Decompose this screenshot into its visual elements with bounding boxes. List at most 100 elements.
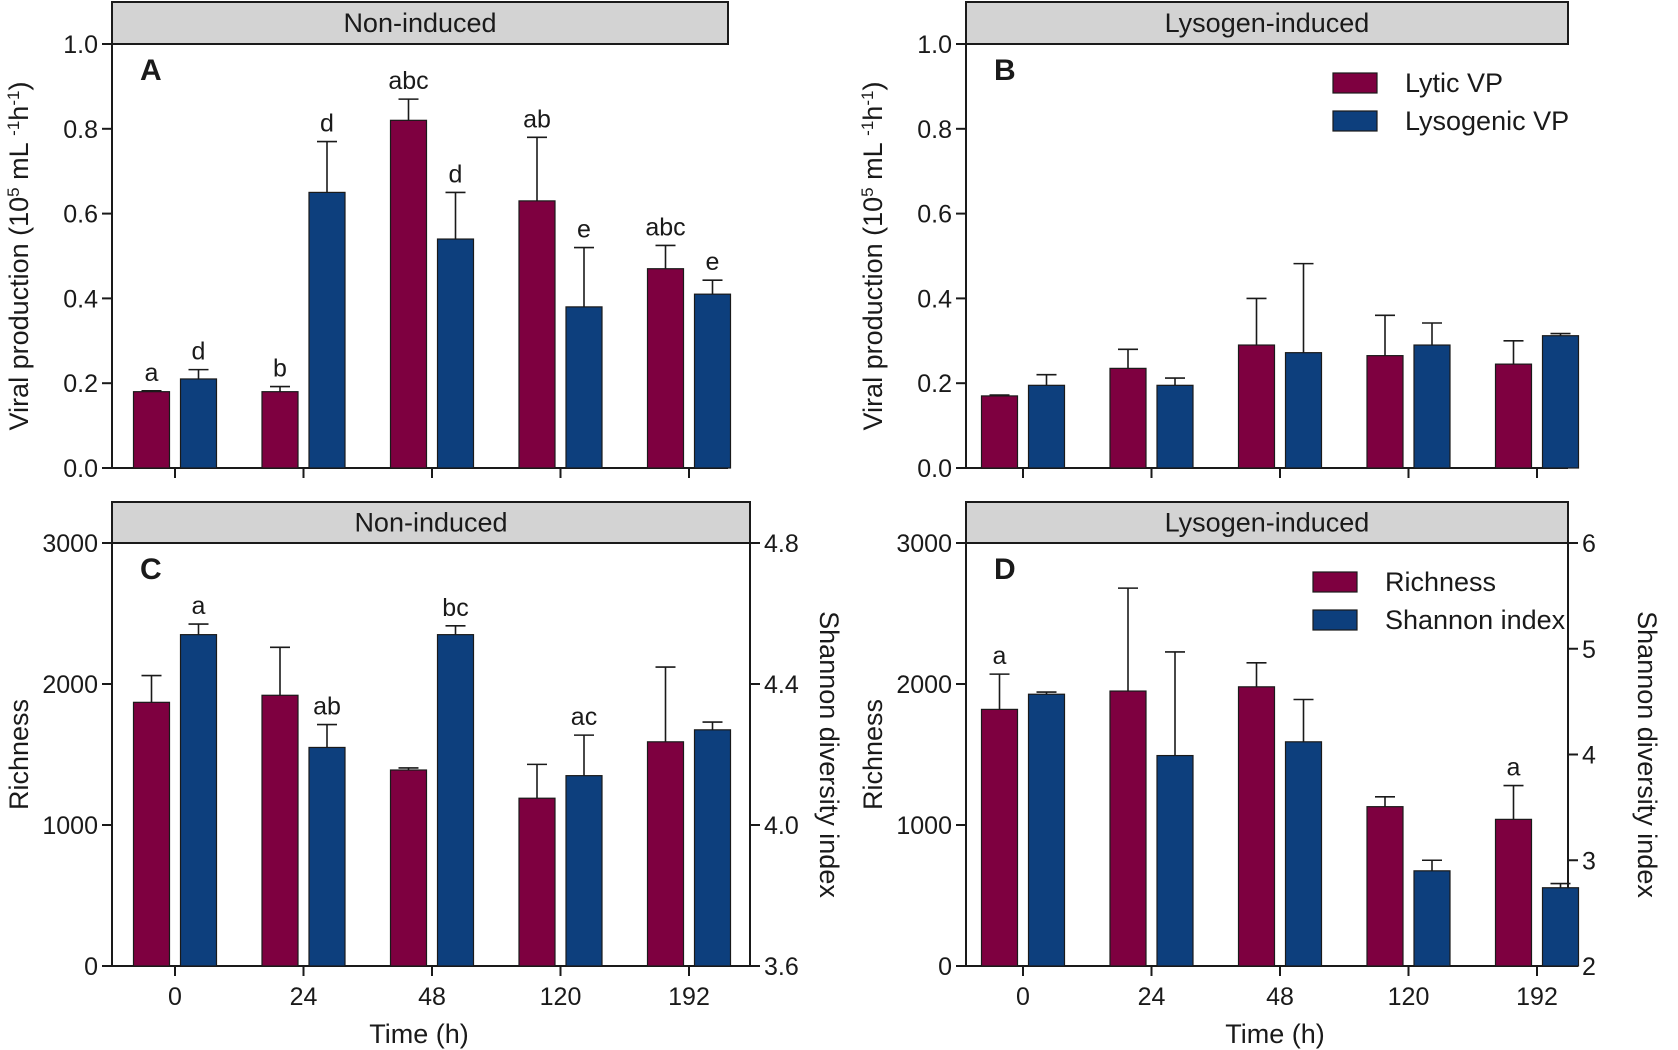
y-tick-label-right: 4.0 <box>764 812 799 840</box>
legend-swatch <box>1312 609 1358 631</box>
bar <box>1027 693 1066 967</box>
legend-swatch <box>1312 571 1358 593</box>
y-tick-label: 0.4 <box>63 285 98 313</box>
x-tick-label: 0 <box>168 983 182 1011</box>
x-axis-title: Time (h) <box>1225 1019 1325 1049</box>
panel-letter: D <box>994 553 1016 586</box>
bar <box>389 119 428 469</box>
significance-letter: e <box>706 248 720 276</box>
bar <box>693 729 732 967</box>
significance-letter: ab <box>313 693 341 721</box>
y-axis-title-part: -1 <box>858 121 877 136</box>
significance-letter: d <box>192 338 206 366</box>
legend-label: Lytic VP <box>1405 68 1503 98</box>
y-tick-label: 0 <box>938 953 952 981</box>
y-tick-label: 3000 <box>42 530 98 558</box>
bar <box>132 701 171 967</box>
x-tick-label: 120 <box>540 983 582 1011</box>
y-tick-label: 1000 <box>42 812 98 840</box>
bar <box>1237 686 1276 967</box>
bar <box>1413 344 1451 469</box>
x-tick-label: 192 <box>1516 983 1558 1011</box>
y-axis-title-part: h <box>858 106 888 121</box>
bar <box>1541 335 1580 469</box>
panel-letter: A <box>140 54 162 87</box>
panel-b: Lysogen-induced 0.0 0.2 0.4 0.6 0.8 1.0 Viral p… <box>858 1 1580 483</box>
bar <box>1109 367 1147 469</box>
significance-letter: d <box>449 160 463 188</box>
y-tick-label: 0 <box>84 953 98 981</box>
x-axis-title: Time (h) <box>369 1019 469 1049</box>
bar <box>436 238 475 469</box>
strip-title: Non-induced <box>354 508 507 538</box>
y-tick-label: 0.8 <box>63 116 98 144</box>
significance-letter: d <box>320 110 334 138</box>
bar <box>1156 384 1194 469</box>
bar <box>1027 384 1066 469</box>
bar <box>565 775 603 967</box>
y-tick-label: 0.2 <box>63 370 98 398</box>
bar <box>132 391 171 469</box>
x-tick-label: 48 <box>1266 983 1294 1011</box>
y-tick-label: 3000 <box>896 530 952 558</box>
y-tick-label-right: 4.8 <box>764 530 799 558</box>
bar <box>1237 344 1276 469</box>
strip-title: Non-induced <box>343 8 496 38</box>
significance-letter: bc <box>442 594 468 622</box>
legend-swatch <box>1332 72 1378 94</box>
y-tick-label: 0.2 <box>917 370 952 398</box>
bar <box>308 746 346 967</box>
significance-letter: abc <box>388 67 428 95</box>
y-axis-title-part: mL <box>858 136 888 188</box>
legend-swatch <box>1332 110 1378 132</box>
y-tick-label-right: 2 <box>1582 953 1596 981</box>
significance-letter: a <box>192 592 206 620</box>
significance-letter: b <box>273 355 287 383</box>
x-tick-label: 24 <box>1138 983 1166 1011</box>
y-tick-label-right: 6 <box>1582 530 1596 558</box>
significance-letter: e <box>577 216 591 244</box>
bar <box>980 708 1019 967</box>
y-axis-title: Richness <box>858 699 888 810</box>
strip-header <box>965 501 1569 544</box>
y-axis-title-part: mL <box>4 136 34 188</box>
bar <box>518 797 556 967</box>
bar <box>389 769 428 967</box>
y-tick-label: 0.0 <box>63 455 98 483</box>
bar <box>179 634 218 967</box>
y-tick-label: 2000 <box>896 671 952 699</box>
strip-header <box>111 1 729 45</box>
bar <box>1413 870 1451 967</box>
y-tick-label: 0.4 <box>917 285 952 313</box>
legend-label: Shannon index <box>1385 605 1566 635</box>
significance-letter: abc <box>645 213 685 241</box>
y-tick-label: 0.8 <box>917 116 952 144</box>
y-axis-title-part: ) <box>4 82 34 91</box>
bar <box>1494 818 1533 967</box>
legend-label: Lysogenic VP <box>1405 106 1569 136</box>
significance-letter: ab <box>523 105 551 133</box>
strip-title: Lysogen-induced <box>1165 508 1370 538</box>
x-tick-label: 192 <box>668 983 710 1011</box>
panel-d: Lysogen-induced 0 1000 2000 3000 2 3 4 5 6 Shannon… <box>858 501 1662 1049</box>
y-tick-label: 1.0 <box>917 31 952 59</box>
y-axis-title: Viral production (105 mL -1h-1) <box>858 82 889 431</box>
legend-label: Richness <box>1385 567 1496 597</box>
bar <box>1494 363 1533 469</box>
x-tick-label: 48 <box>418 983 446 1011</box>
significance-letter: ac <box>571 703 597 731</box>
y-axis-title-part: -1 <box>858 91 877 106</box>
y-tick-label: 1000 <box>896 812 952 840</box>
y-axis-title-part: -1 <box>4 91 23 106</box>
y-axis-title-right: Shannon diversity index <box>1632 611 1662 898</box>
y-axis-title: Richness <box>4 699 34 810</box>
y-tick-label: 0.6 <box>917 201 952 229</box>
y-tick-label-right: 4 <box>1582 742 1596 770</box>
y-axis-title-part: Viral production (10 <box>858 197 888 431</box>
bar <box>261 391 299 469</box>
bar <box>1366 806 1404 967</box>
bar <box>980 395 1019 469</box>
significance-letter: a <box>145 359 159 387</box>
y-axis-title-part: ) <box>858 82 888 91</box>
